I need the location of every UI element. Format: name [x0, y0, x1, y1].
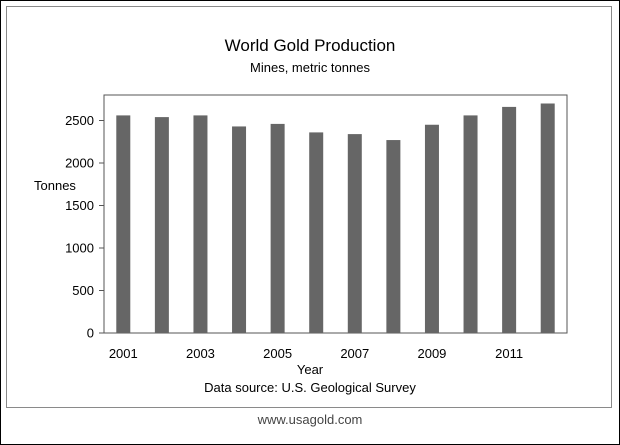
- x-tick-label: 2009: [417, 346, 446, 361]
- chart-subtitle: Mines, metric tonnes: [250, 60, 370, 75]
- bar-2001: [116, 115, 131, 334]
- bar-2010: [463, 115, 478, 334]
- y-tick-label: 1000: [65, 241, 94, 256]
- bar-2011: [502, 106, 517, 334]
- y-tick-label: 2000: [65, 156, 94, 171]
- y-tick-label: 500: [72, 283, 94, 298]
- x-tick-label: 2001: [109, 346, 138, 361]
- chart-title: World Gold Production: [224, 36, 396, 55]
- bar-2009: [424, 124, 439, 333]
- bar-2012: [540, 103, 555, 333]
- y-axis-label: Tonnes: [34, 178, 76, 193]
- y-tick-label: 2500: [65, 113, 94, 128]
- y-tick-label: 1500: [65, 198, 94, 213]
- footer-url: www.usagold.com: [257, 412, 363, 427]
- x-axis-label: Year: [296, 362, 324, 377]
- x-axis: 2001 2003 2005 2007 2009 2011: [109, 346, 523, 361]
- bar-2003: [193, 115, 208, 334]
- bar-2008: [386, 140, 401, 333]
- data-source-note: Data source: U.S. Geological Survey: [204, 380, 416, 395]
- plot-area: [103, 94, 568, 334]
- y-tick-label: 0: [87, 326, 94, 341]
- x-tick-label: 2007: [340, 346, 369, 361]
- bar-2005: [270, 123, 285, 334]
- bars: [116, 103, 555, 334]
- bar-2004: [232, 126, 247, 333]
- x-tick-label: 2003: [186, 346, 215, 361]
- x-tick-label: 2011: [495, 346, 523, 361]
- y-axis: 0 500 1000 1500 2000 2500: [65, 113, 104, 341]
- bar-2007: [347, 134, 362, 333]
- x-tick-label: 2005: [263, 346, 292, 361]
- bar-2006: [309, 132, 324, 333]
- bar-2002: [154, 117, 169, 333]
